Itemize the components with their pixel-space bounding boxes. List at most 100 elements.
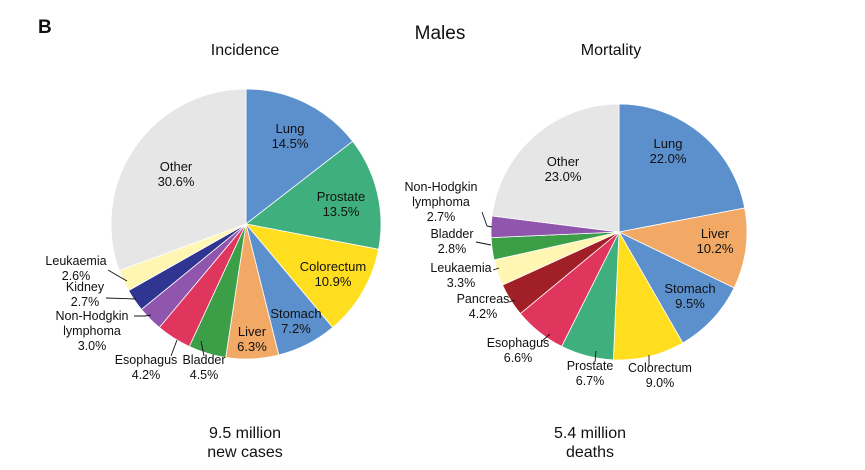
figure-title: Males [415,23,466,44]
mortality-label-line: Non-Hodgkin [405,180,478,194]
mortality-leader-prostate [594,350,597,363]
incidence-label-line: 13.5% [323,204,360,219]
incidence-slice-other [110,88,247,272]
incidence-leader-kidney [105,297,137,300]
mortality-labels: Lung 22.0% Liver 10.2% Stomach 9.5% Colorectum… [405,136,734,390]
incidence-label-line: Colorectum [300,259,366,274]
incidence-label-esophagus: Esophagus 4.2% [115,353,178,382]
mortality-label-esophagus: Esophagus 6.6% [487,336,550,365]
incidence-leaders [105,269,205,357]
incidence-label-line: 14.5% [272,136,309,151]
mortality-label-line: lymphoma [412,195,470,209]
incidence-label-line: 3.0% [78,339,107,353]
incidence-label-bladder: Bladder 4.5% [182,353,225,382]
incidence-label-line: 7.2% [281,321,311,336]
mortality-label-prostate: Prostate 6.7% [567,359,614,388]
incidence-label-leukaemia: Leukaemia 2.6% [45,254,106,283]
incidence-label-stomach: Stomach 7.2% [270,306,321,336]
incidence-label-line: Esophagus [115,353,178,367]
incidence-label-line: 2.6% [62,269,91,283]
mortality-label-line: 9.0% [646,376,675,390]
mortality-label-line: Lung [654,136,683,151]
mortality-leader-pancreas [508,299,516,303]
mortality-label-line: 22.0% [650,151,687,166]
incidence-label-line: Prostate [317,189,365,204]
incidence-label-line: 6.3% [237,339,267,354]
incidence-label-lung: Lung 14.5% [272,121,309,151]
mortality-label-line: Colorectum [628,361,692,375]
incidence-label-line: 4.5% [190,368,219,382]
mortality-leader-non-hodgkin-lymphoma [481,211,493,228]
mortality-label-bladder: Bladder 2.8% [430,227,473,256]
incidence-total-unit: new cases [207,444,283,461]
mortality-leaders [475,211,650,367]
mortality-label-line: 23.0% [545,169,582,184]
incidence-leader-esophagus [170,339,178,357]
mortality-label-line: 2.8% [438,242,467,256]
mortality-label-line: Other [547,154,580,169]
incidence-chart: Incidence Lung 14.5% Prostate 13.5% Colorect… [45,42,382,461]
incidence-slice-lung [245,88,354,225]
mortality-slice-liver [617,207,748,289]
incidence-label-colorectum: Colorectum 10.9% [300,259,366,289]
incidence-label-prostate: Prostate 13.5% [317,189,365,219]
mortality-label-other: Other 23.0% [545,154,582,184]
mortality-slice-other [491,103,620,233]
incidence-label-line: 4.2% [132,368,161,382]
mortality-label-line: 10.2% [697,241,734,256]
mortality-label-line: 4.2% [469,307,498,321]
mortality-label-leukaemia: Leukaemia 3.3% [430,261,491,290]
mortality-label-line: 3.3% [447,276,476,290]
mortality-label-line: Prostate [567,359,614,373]
panel-letter: B [38,17,52,38]
incidence-labels: Lung 14.5% Prostate 13.5% Colorectum 10.9% Sto… [45,121,366,382]
incidence-label-line: Other [160,159,193,174]
incidence-leader-non-hodgkin-lymphoma [134,314,152,317]
mortality-label-line: 6.7% [576,374,605,388]
mortality-label-lung: Lung 22.0% [650,136,687,166]
mortality-leader-leukaemia [492,267,500,271]
mortality-label-line: Stomach [664,281,715,296]
incidence-label-line: Stomach [270,306,321,321]
incidence-total-value: 9.5 million [209,425,281,442]
incidence-label-line: 2.7% [71,295,100,309]
mortality-label-line: Pancreas [457,292,510,306]
mortality-leader-bladder [475,241,492,246]
mortality-label-line: 6.6% [504,351,533,365]
incidence-label-other: Other 30.6% [158,159,195,189]
incidence-label-line: Liver [238,324,267,339]
mortality-label-colorectum: Colorectum 9.0% [628,361,692,390]
mortality-label-line: Leukaemia [430,261,491,275]
mortality-title: Mortality [581,42,641,59]
incidence-leader-bladder [200,340,205,357]
incidence-label-line: 10.9% [315,274,352,289]
incidence-slice-prostate [245,140,382,250]
mortality-label-line: 9.5% [675,296,705,311]
mortality-label-stomach: Stomach 9.5% [664,281,715,311]
mortality-slice-lung [618,103,746,233]
incidence-label-line: Lung [276,121,305,136]
mortality-chart: Mortality Lung 22.0% Liver 10.2% Stomach 9.5%… [405,42,748,461]
mortality-label-liver: Liver 10.2% [697,226,734,256]
incidence-label-line: Bladder [182,353,225,367]
incidence-slice-colorectum [244,223,380,329]
incidence-slices [110,88,382,360]
incidence-label-line: Non-Hodgkin [56,309,129,323]
incidence-label-non-hodgkin-lymphoma: Non-Hodgkin lymphoma 3.0% [56,309,129,353]
incidence-label-kidney: Kidney 2.7% [66,280,105,309]
incidence-label-line: 30.6% [158,174,195,189]
mortality-label-line: Liver [701,226,730,241]
incidence-label-line: lymphoma [63,324,121,338]
mortality-total-value: 5.4 million [554,425,626,442]
incidence-label-line: Leukaemia [45,254,106,268]
incidence-leader-leukaemia [107,269,128,282]
mortality-label-line: Bladder [430,227,473,241]
mortality-label-line: 2.7% [427,210,456,224]
incidence-label-liver: Liver 6.3% [237,324,267,354]
mortality-label-pancreas: Pancreas 4.2% [457,292,510,321]
incidence-label-line: Kidney [66,280,105,294]
mortality-slices [490,103,748,361]
mortality-slice-stomach [618,231,735,344]
mortality-leader-esophagus [540,333,551,343]
